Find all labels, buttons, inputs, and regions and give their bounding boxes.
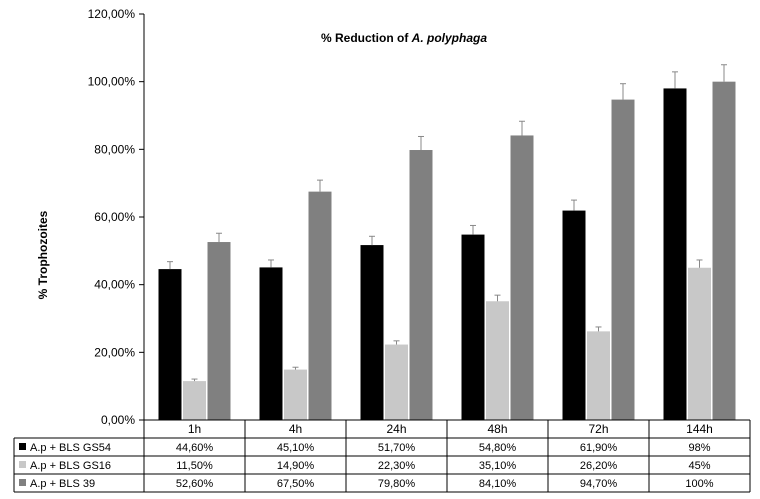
bar — [611, 99, 635, 421]
bar — [409, 150, 433, 420]
bar — [663, 88, 687, 420]
bar — [486, 301, 509, 420]
data-label: 14,90% — [277, 460, 315, 472]
data-label: 79,80% — [378, 478, 416, 490]
x-tick-label: 144h — [686, 422, 713, 436]
legend-entry: A.p + BLS GS54 — [30, 442, 111, 454]
data-table: 1h 4h 24h 48h 72h 144h A.p + BLS GS54 44,60% 45,… — [13, 420, 751, 493]
data-label: 98% — [688, 442, 710, 454]
bar — [461, 234, 485, 420]
data-label: 100% — [685, 478, 713, 490]
legend-key — [19, 461, 26, 468]
data-label: 51,70% — [378, 442, 416, 454]
x-tick-label: 4h — [289, 422, 302, 436]
data-label: 61,90% — [580, 442, 618, 454]
y-tick-label: 0,00% — [101, 413, 135, 427]
legend-key — [19, 479, 26, 486]
data-label: 22,30% — [378, 460, 416, 472]
data-label: 26,20% — [580, 460, 618, 472]
bar — [360, 245, 384, 420]
bar — [587, 331, 610, 420]
y-tick-label: 120,00% — [88, 7, 136, 21]
data-label: 35,10% — [479, 460, 517, 472]
y-tick-label: 100,00% — [88, 75, 136, 89]
bar — [207, 242, 231, 420]
plot-area — [144, 64, 750, 421]
legend-key — [19, 443, 26, 450]
data-label: 45,10% — [277, 442, 315, 454]
y-tick-label: 60,00% — [94, 210, 135, 224]
data-label: 84,10% — [479, 478, 517, 490]
bar — [712, 81, 736, 421]
data-label: 44,60% — [176, 442, 214, 454]
y-tick-label: 40,00% — [94, 278, 135, 292]
y-axis-label: % Trophozoites — [36, 210, 50, 299]
data-label: 45% — [688, 460, 710, 472]
bar — [259, 267, 283, 420]
x-tick-label: 72h — [588, 422, 608, 436]
data-label: 11,50% — [176, 460, 213, 472]
bar — [183, 381, 206, 420]
data-label: 52,60% — [176, 478, 214, 490]
data-label: 94,70% — [580, 478, 618, 490]
y-axis: 0,00% 20,00% 40,00% 60,00% 80,00% 100,00% 120,… — [88, 7, 145, 427]
bar — [158, 269, 182, 420]
data-label: 67,50% — [277, 478, 315, 490]
y-tick-label: 20,00% — [94, 345, 135, 359]
bar — [308, 191, 332, 420]
bar — [688, 267, 711, 420]
x-tick-label: 24h — [386, 422, 406, 436]
y-tick-label: 80,00% — [94, 142, 135, 156]
bar — [385, 344, 408, 420]
bar — [510, 135, 534, 420]
bar — [562, 210, 586, 420]
data-label: 54,80% — [479, 442, 517, 454]
chart-title: % Reduction of A. polyphaga — [321, 31, 487, 45]
legend-entry: A.p + BLS GS16 — [30, 460, 111, 472]
x-tick-label: 48h — [487, 422, 507, 436]
x-tick-label: 1h — [188, 422, 201, 436]
legend-entry: A.p + BLS 39 — [30, 478, 95, 490]
bar — [284, 369, 307, 420]
